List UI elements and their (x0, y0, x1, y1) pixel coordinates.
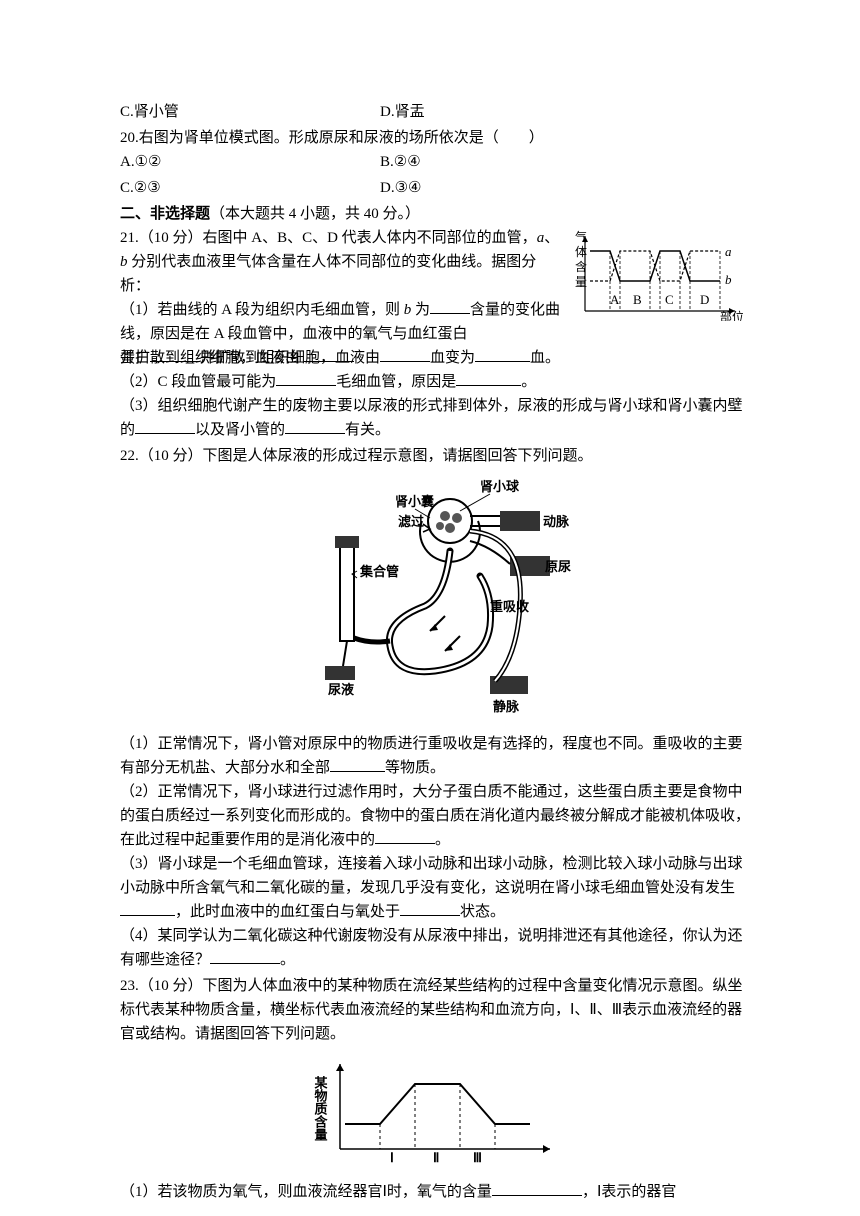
chart1-figure: 气 体 含 量 a b A B C D 部位 (565, 226, 750, 329)
svg-text:体: 体 (575, 245, 587, 259)
q21-b-italic: b (120, 254, 128, 270)
svg-text:b: b (725, 272, 732, 287)
q19-options-cd: C.肾小管 D.肾盂 (120, 100, 750, 124)
blank (135, 419, 195, 434)
section2-heading: 二、非选择题（本大题共 4 小题，共 40 分。） (120, 202, 750, 226)
svg-text:含: 含 (575, 259, 587, 274)
q22-p4: （4）某同学认为二氧化碳这种代谢废物没有从尿液中排出，说明排泄还有其他途径，你认… (120, 924, 750, 972)
blank (430, 299, 470, 314)
svg-text:集合管: 集合管 (359, 564, 399, 579)
q22-p1: （1）正常情况下，肾小管对原尿中的物质进行重吸收是有选择的，程度也不同。重吸收的… (120, 732, 750, 780)
svg-text:肾小囊: 肾小囊 (395, 494, 435, 509)
q19-opt-d: D.肾盂 (380, 100, 425, 124)
q21-p1a: （1）若曲线的 A 段为组织内毛细血管，则 (120, 302, 404, 318)
substance-content-chart-icon: 某物质含量 Ⅰ Ⅱ Ⅲ (305, 1054, 565, 1164)
kidney-figure: 肾小球 肾小囊 滤过 动脉 原尿 集合管 重吸收 尿液 静脉 (120, 476, 750, 724)
chart2-figure: 某物质含量 Ⅰ Ⅱ Ⅲ (120, 1054, 750, 1172)
svg-text:D: D (700, 292, 709, 307)
blank (330, 757, 385, 772)
svg-text:尿液: 尿液 (328, 682, 354, 697)
q20-opt-c: C.②③ (120, 176, 380, 200)
blank (120, 901, 175, 916)
q20-opt-a: A.①② (120, 150, 380, 174)
svg-text:原尿: 原尿 (545, 559, 571, 574)
svg-text:部位: 部位 (720, 309, 744, 321)
svg-text:Ⅲ: Ⅲ (473, 1150, 482, 1164)
q21-stem-end: 分别代表血液里气体含量在人体不同部位的变化曲线。据图分析： (120, 254, 536, 294)
svg-text:量: 量 (575, 275, 587, 289)
blank (150, 347, 200, 362)
blank (285, 419, 345, 434)
q21-stem: 21.（10 分）右图中 A、B、C、D 代表人体内不同部位的血管， (120, 230, 537, 246)
q20-opt-b: B.②④ (380, 150, 421, 174)
svg-text:动脉: 动脉 (543, 514, 570, 529)
blank (375, 829, 435, 844)
q21-block: 21.（10 分）右图中 A、B、C、D 代表人体内不同部位的血管，a、b 分别… (120, 226, 750, 346)
gas-content-chart-icon: 气 体 含 量 a b A B C D 部位 (565, 226, 750, 321)
svg-text:Ⅰ: Ⅰ (390, 1150, 394, 1164)
blank (210, 949, 280, 964)
q21-p2: （2）C 段血管最可能为毛细血管，原因是。 (120, 370, 750, 394)
svg-text:Ⅱ: Ⅱ (433, 1150, 439, 1164)
svg-text:重吸收: 重吸收 (490, 599, 530, 614)
blank (456, 371, 521, 386)
blank (380, 347, 430, 362)
q20-opt-d: D.③④ (380, 176, 421, 200)
svg-text:某物质含量: 某物质含量 (313, 1075, 329, 1142)
kidney-diagram-icon: 肾小球 肾小囊 滤过 动脉 原尿 集合管 重吸收 尿液 静脉 (295, 476, 575, 716)
q22-p3: （3）肾小球是一个毛细血管球，连接着入球小动脉和出球小动脉，检测比较入球小动脉与… (120, 852, 750, 924)
blank (400, 901, 460, 916)
q23-p1: （1）若该物质为氧气，则血液流经器官Ⅰ时，氧气的含量，Ⅰ表示的器官 (120, 1180, 750, 1204)
q22-stem: 22.（10 分）下图是人体尿液的形成过程示意图，请据图回答下列问题。 (120, 444, 750, 468)
svg-text:a: a (725, 244, 732, 259)
section2-desc: （本大题共 4 小题，共 40 分。） (210, 206, 420, 222)
svg-text:肾小球: 肾小球 (480, 479, 520, 494)
q19-opt-c: C.肾小管 (120, 100, 380, 124)
q22-p2: （2）正常情况下，肾小球进行过滤作用时，大分子蛋白质不能通过，这些蛋白质主要是食… (120, 780, 750, 852)
blank (492, 1181, 582, 1196)
blank (276, 371, 336, 386)
q20-stem: 20.右图为肾单位模式图。形成原尿和尿液的场所依次是（ ） (120, 126, 750, 150)
q20: 20.右图为肾单位模式图。形成原尿和尿液的场所依次是（ ） A.①② B.②④ … (120, 126, 750, 200)
svg-text:A: A (610, 292, 620, 307)
q21-p3: （3）组织细胞代谢产生的废物主要以尿液的形式排到体外，尿液的形成与肾小球和肾小囊… (120, 394, 750, 442)
q23-stem: 23.（10 分）下图为人体血液中的某种物质在流经某些结构的过程中含量变化情况示… (120, 974, 750, 1046)
svg-text:B: B (633, 292, 642, 307)
blank (475, 347, 530, 362)
section2-title: 二、非选择题 (120, 206, 210, 222)
svg-text:滤过: 滤过 (398, 514, 424, 529)
svg-text:静脉: 静脉 (493, 699, 520, 714)
svg-text:C: C (665, 292, 674, 307)
svg-text:气: 气 (575, 229, 587, 244)
